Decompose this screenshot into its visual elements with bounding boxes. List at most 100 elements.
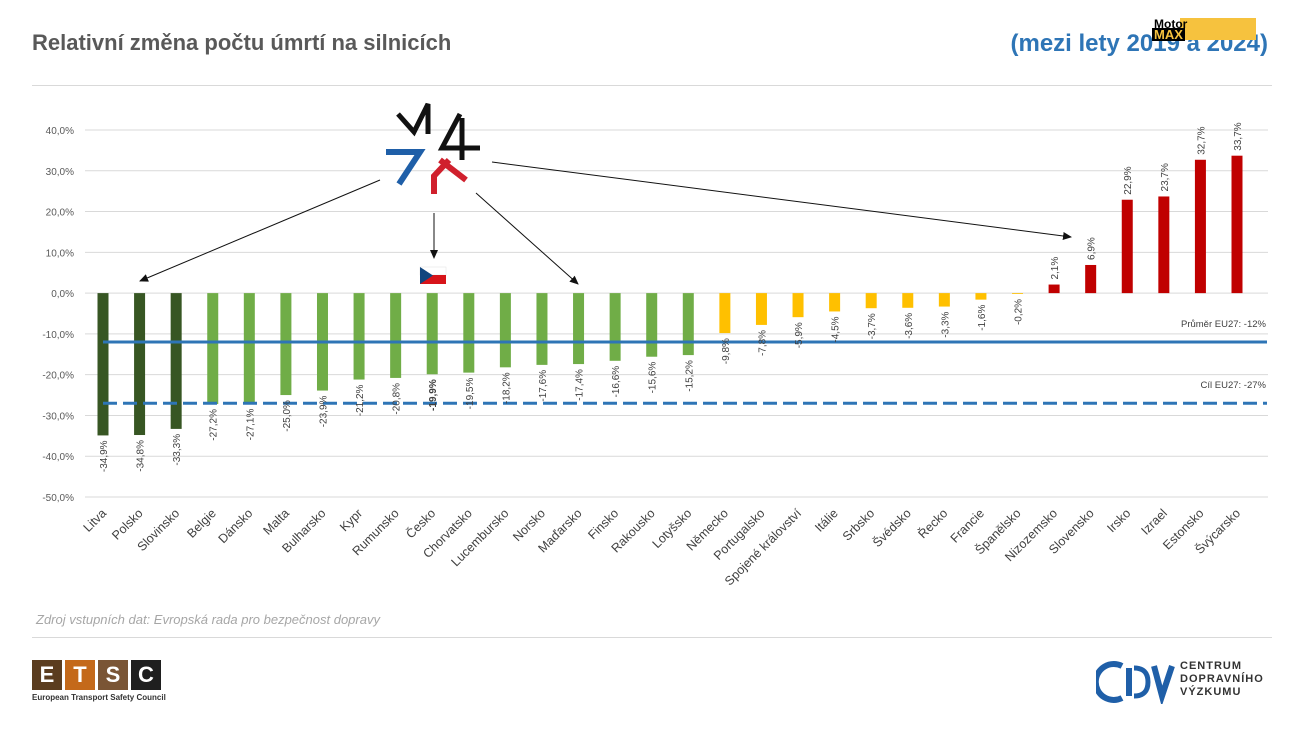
data-label: -16,6% bbox=[611, 366, 622, 398]
y-tick-label: 10,0% bbox=[46, 248, 74, 259]
x-tick-label: Itálie bbox=[812, 506, 841, 535]
data-label: -0,2% bbox=[1014, 299, 1025, 325]
bar bbox=[207, 293, 219, 405]
bar bbox=[1231, 155, 1243, 294]
data-label: -27,2% bbox=[209, 409, 220, 441]
v4-logo-four-icon bbox=[437, 112, 480, 160]
bar bbox=[353, 293, 365, 380]
bar-chart: 40,0% 30,0% 20,0% 10,0% 0,0% -10,0% -20,0% -30,… bbox=[42, 102, 1268, 588]
data-label: -3,3% bbox=[940, 311, 951, 337]
data-label: -3,6% bbox=[904, 313, 915, 339]
data-label: -23,9% bbox=[318, 395, 329, 427]
y-tick-label: -20,0% bbox=[42, 371, 74, 382]
bar bbox=[499, 293, 511, 368]
y-tick-label: -40,0% bbox=[42, 452, 74, 463]
data-label: -5,9% bbox=[794, 322, 805, 348]
reference-line-label: Cíl EU27: -27% bbox=[1201, 380, 1267, 391]
annotation-arrow bbox=[491, 161, 1072, 240]
etsc-letter: S bbox=[98, 660, 128, 690]
data-label: 23,7% bbox=[1160, 163, 1171, 191]
bar bbox=[280, 293, 292, 396]
x-tick-label: Litva bbox=[81, 506, 110, 535]
data-label: -17,6% bbox=[538, 370, 549, 402]
y-tick-label: 30,0% bbox=[46, 167, 74, 178]
x-tick-label: Izrael bbox=[1138, 506, 1170, 538]
cdv-name: CENTRUM DOPRAVNÍHO VÝZKUMU bbox=[1180, 660, 1280, 699]
annotation-arrow bbox=[475, 192, 579, 285]
bar bbox=[1085, 264, 1097, 294]
bar bbox=[975, 293, 987, 300]
data-label: -19,9% bbox=[428, 379, 439, 411]
bar bbox=[573, 293, 585, 365]
bar bbox=[1121, 199, 1133, 294]
data-label: -34,8% bbox=[136, 440, 147, 472]
x-tick-label: Irsko bbox=[1104, 506, 1133, 535]
x-tick-label: Česko bbox=[403, 505, 439, 541]
watermark-top-text: Motor bbox=[1154, 17, 1188, 31]
bar bbox=[792, 293, 804, 318]
bar bbox=[1194, 159, 1206, 294]
x-tick-label: Belgie bbox=[184, 506, 219, 541]
bar bbox=[1012, 293, 1024, 294]
data-label: -17,4% bbox=[575, 369, 586, 401]
watermark-yellow-box bbox=[1180, 18, 1256, 40]
data-label: -18,2% bbox=[501, 372, 512, 404]
bar bbox=[1048, 284, 1060, 294]
y-tick-label: -10,0% bbox=[42, 330, 74, 341]
data-label: 22,9% bbox=[1123, 166, 1134, 194]
czech-flag-red-icon bbox=[420, 275, 446, 284]
czech-flag-blue-icon bbox=[420, 267, 433, 284]
bar bbox=[865, 293, 877, 309]
bar bbox=[829, 293, 841, 312]
cdv-line: VÝZKUMU bbox=[1180, 686, 1242, 698]
bar bbox=[97, 293, 109, 436]
y-tick-label: 0,0% bbox=[51, 289, 74, 300]
bar bbox=[243, 293, 255, 404]
data-label: 32,7% bbox=[1196, 126, 1207, 154]
x-tick-label: Finsko bbox=[585, 506, 621, 542]
annotation-arrow bbox=[139, 179, 381, 282]
y-tick-label: -50,0% bbox=[42, 493, 74, 504]
data-label: 2,1% bbox=[1050, 257, 1061, 280]
data-label: -15,2% bbox=[684, 360, 695, 392]
y-tick-label: 20,0% bbox=[46, 208, 74, 219]
etsc-name: European Transport Safety Council bbox=[32, 693, 166, 702]
cdv-mark-icon bbox=[1092, 661, 1175, 707]
x-tick-label: Malta bbox=[261, 506, 293, 538]
v4-logo-arrow-icon bbox=[431, 157, 468, 194]
bar bbox=[646, 293, 658, 357]
bar bbox=[1158, 196, 1170, 294]
cdv-line: DOPRAVNÍHO bbox=[1180, 673, 1264, 685]
data-label: -9,8% bbox=[721, 338, 732, 364]
data-label: 6,9% bbox=[1087, 237, 1098, 260]
source-note: Zdroj vstupních dat: Evropská rada pro b… bbox=[36, 612, 380, 627]
data-label: 33,7% bbox=[1233, 122, 1244, 150]
data-label: -21,2% bbox=[355, 384, 366, 416]
top-divider bbox=[32, 85, 1272, 86]
data-label: -20,8% bbox=[392, 383, 403, 415]
bar bbox=[719, 293, 731, 334]
y-tick-label: 40,0% bbox=[46, 126, 74, 137]
bar bbox=[134, 293, 146, 436]
bar bbox=[463, 293, 475, 373]
data-label: -27,1% bbox=[245, 409, 256, 441]
data-label: -3,7% bbox=[867, 313, 878, 339]
bar bbox=[390, 293, 402, 378]
bar bbox=[938, 293, 950, 307]
etsc-letter: C bbox=[131, 660, 161, 690]
x-tick-label: Kypr bbox=[337, 506, 365, 534]
data-label: -15,6% bbox=[648, 362, 659, 394]
x-tick-label: Dánsko bbox=[216, 506, 256, 546]
bar bbox=[682, 293, 694, 356]
motormax-watermark: Motor MAX bbox=[1152, 18, 1258, 42]
v4-logo-check-icon bbox=[396, 102, 431, 137]
data-label: -33,3% bbox=[172, 434, 183, 466]
bar bbox=[902, 293, 914, 308]
etsc-letter: E bbox=[32, 660, 62, 690]
bar bbox=[426, 293, 438, 375]
cdv-logo: CENTRUM DOPRAVNÍHO VÝZKUMU bbox=[1092, 660, 1263, 709]
y-tick-label: -30,0% bbox=[42, 411, 74, 422]
data-label: -4,5% bbox=[831, 316, 842, 342]
data-label: -1,6% bbox=[977, 305, 988, 331]
